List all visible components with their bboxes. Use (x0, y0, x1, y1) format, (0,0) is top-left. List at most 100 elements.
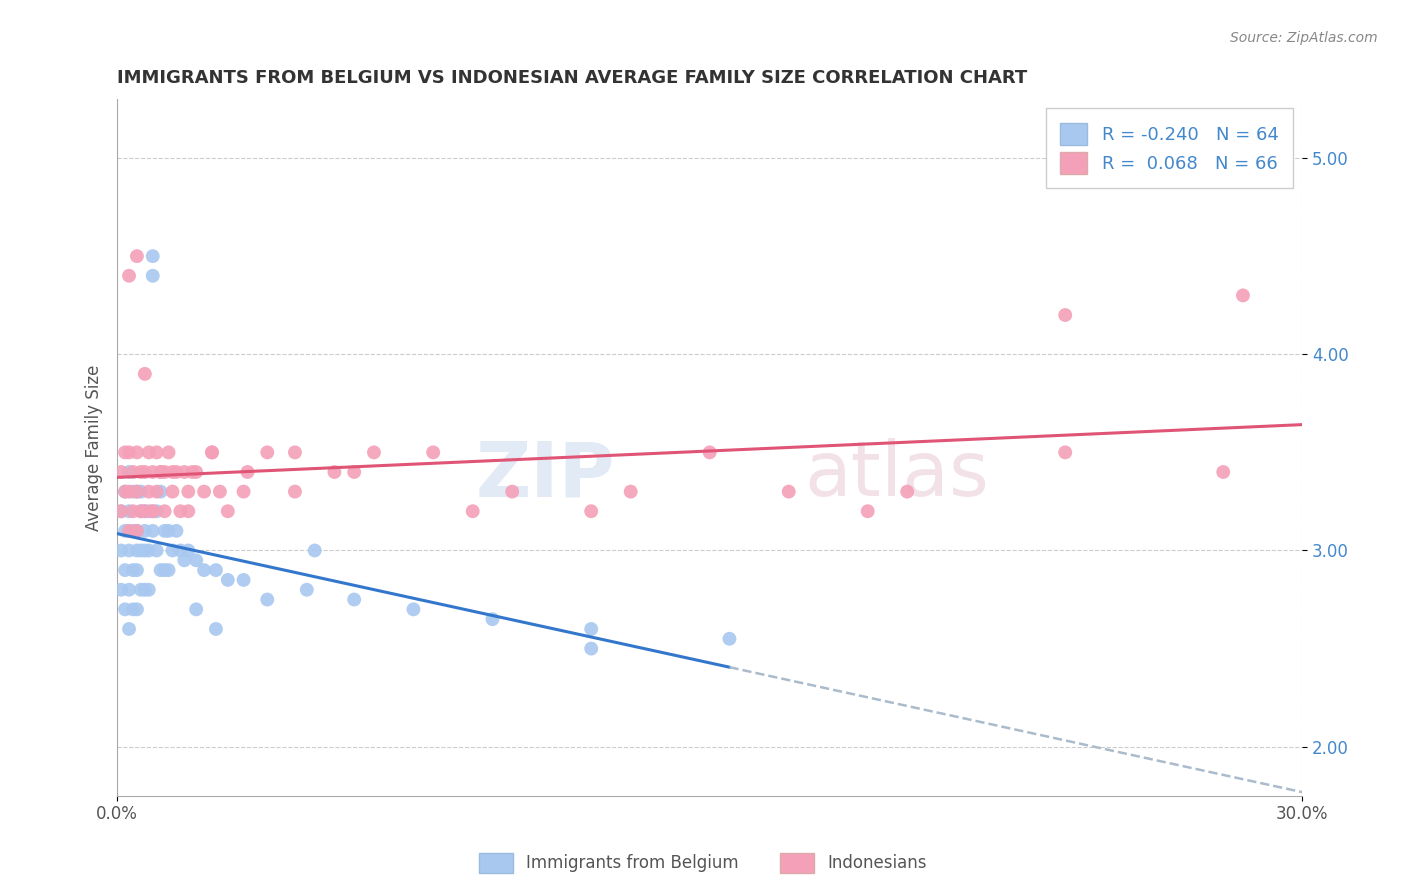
Point (284, 484, 307, 499)
Point (157, 563, 180, 577)
Point (134, 543, 156, 558)
Point (118, 465, 141, 479)
Point (620, 484, 643, 499)
Point (481, 612, 503, 626)
Point (232, 484, 254, 499)
Point (193, 563, 215, 577)
Point (153, 504, 176, 518)
Point (153, 524, 176, 538)
Point (579, 641, 602, 656)
Point (718, 632, 741, 646)
Point (118, 582, 141, 597)
Point (145, 445, 167, 459)
Point (125, 484, 148, 499)
Point (157, 445, 180, 459)
Point (579, 504, 602, 518)
Text: atlas: atlas (804, 438, 990, 512)
Point (422, 445, 444, 459)
Point (217, 504, 239, 518)
Point (343, 465, 366, 479)
Point (125, 484, 148, 499)
Point (177, 543, 200, 558)
Point (110, 465, 132, 479)
Point (125, 543, 148, 558)
Point (134, 524, 156, 538)
Point (118, 622, 141, 636)
Point (699, 445, 721, 459)
Point (118, 484, 141, 499)
Point (122, 524, 145, 538)
Point (169, 504, 191, 518)
Point (114, 445, 136, 459)
Point (856, 504, 879, 518)
Point (162, 465, 184, 479)
Legend: Immigrants from Belgium, Indonesians: Immigrants from Belgium, Indonesians (472, 847, 934, 880)
Point (122, 484, 145, 499)
Point (134, 367, 156, 381)
Point (149, 484, 172, 499)
Point (284, 445, 307, 459)
Point (323, 465, 346, 479)
Point (125, 524, 148, 538)
Point (304, 543, 326, 558)
Point (125, 249, 148, 263)
Point (145, 504, 167, 518)
Point (129, 543, 152, 558)
Point (1232, 288, 1254, 302)
Point (579, 622, 602, 636)
Point (138, 582, 160, 597)
Point (201, 445, 224, 459)
Point (201, 445, 224, 459)
Point (461, 504, 484, 518)
Point (110, 504, 132, 518)
Point (778, 484, 800, 499)
Point (1054, 445, 1077, 459)
Point (129, 504, 152, 518)
Point (157, 524, 180, 538)
Point (162, 543, 184, 558)
Point (145, 484, 167, 499)
Point (114, 563, 136, 577)
Point (129, 484, 152, 499)
Point (118, 543, 141, 558)
Point (118, 504, 141, 518)
Point (125, 445, 148, 459)
Point (186, 465, 208, 479)
Point (129, 582, 152, 597)
Y-axis label: Average Family Size: Average Family Size (86, 364, 103, 531)
Point (118, 268, 141, 283)
Point (165, 524, 187, 538)
Point (186, 553, 208, 567)
Point (142, 524, 165, 538)
Point (125, 602, 148, 616)
Point (138, 543, 160, 558)
Point (122, 563, 145, 577)
Point (295, 582, 318, 597)
Point (177, 504, 200, 518)
Point (402, 602, 425, 616)
Point (217, 573, 239, 587)
Point (122, 602, 145, 616)
Point (363, 445, 385, 459)
Point (1054, 308, 1077, 322)
Point (142, 249, 165, 263)
Point (122, 504, 145, 518)
Point (153, 563, 176, 577)
Legend: R = -0.240   N = 64, R =  0.068   N = 66: R = -0.240 N = 64, R = 0.068 N = 66 (1046, 108, 1294, 188)
Point (173, 553, 195, 567)
Point (114, 524, 136, 538)
Point (343, 592, 366, 607)
Point (125, 563, 148, 577)
Point (142, 504, 165, 518)
Point (129, 504, 152, 518)
Point (110, 543, 132, 558)
Point (149, 465, 172, 479)
Point (134, 504, 156, 518)
Point (138, 504, 160, 518)
Point (236, 465, 259, 479)
Point (134, 504, 156, 518)
Text: ZIP: ZIP (475, 438, 614, 512)
Point (1212, 465, 1234, 479)
Point (501, 484, 523, 499)
Point (114, 602, 136, 616)
